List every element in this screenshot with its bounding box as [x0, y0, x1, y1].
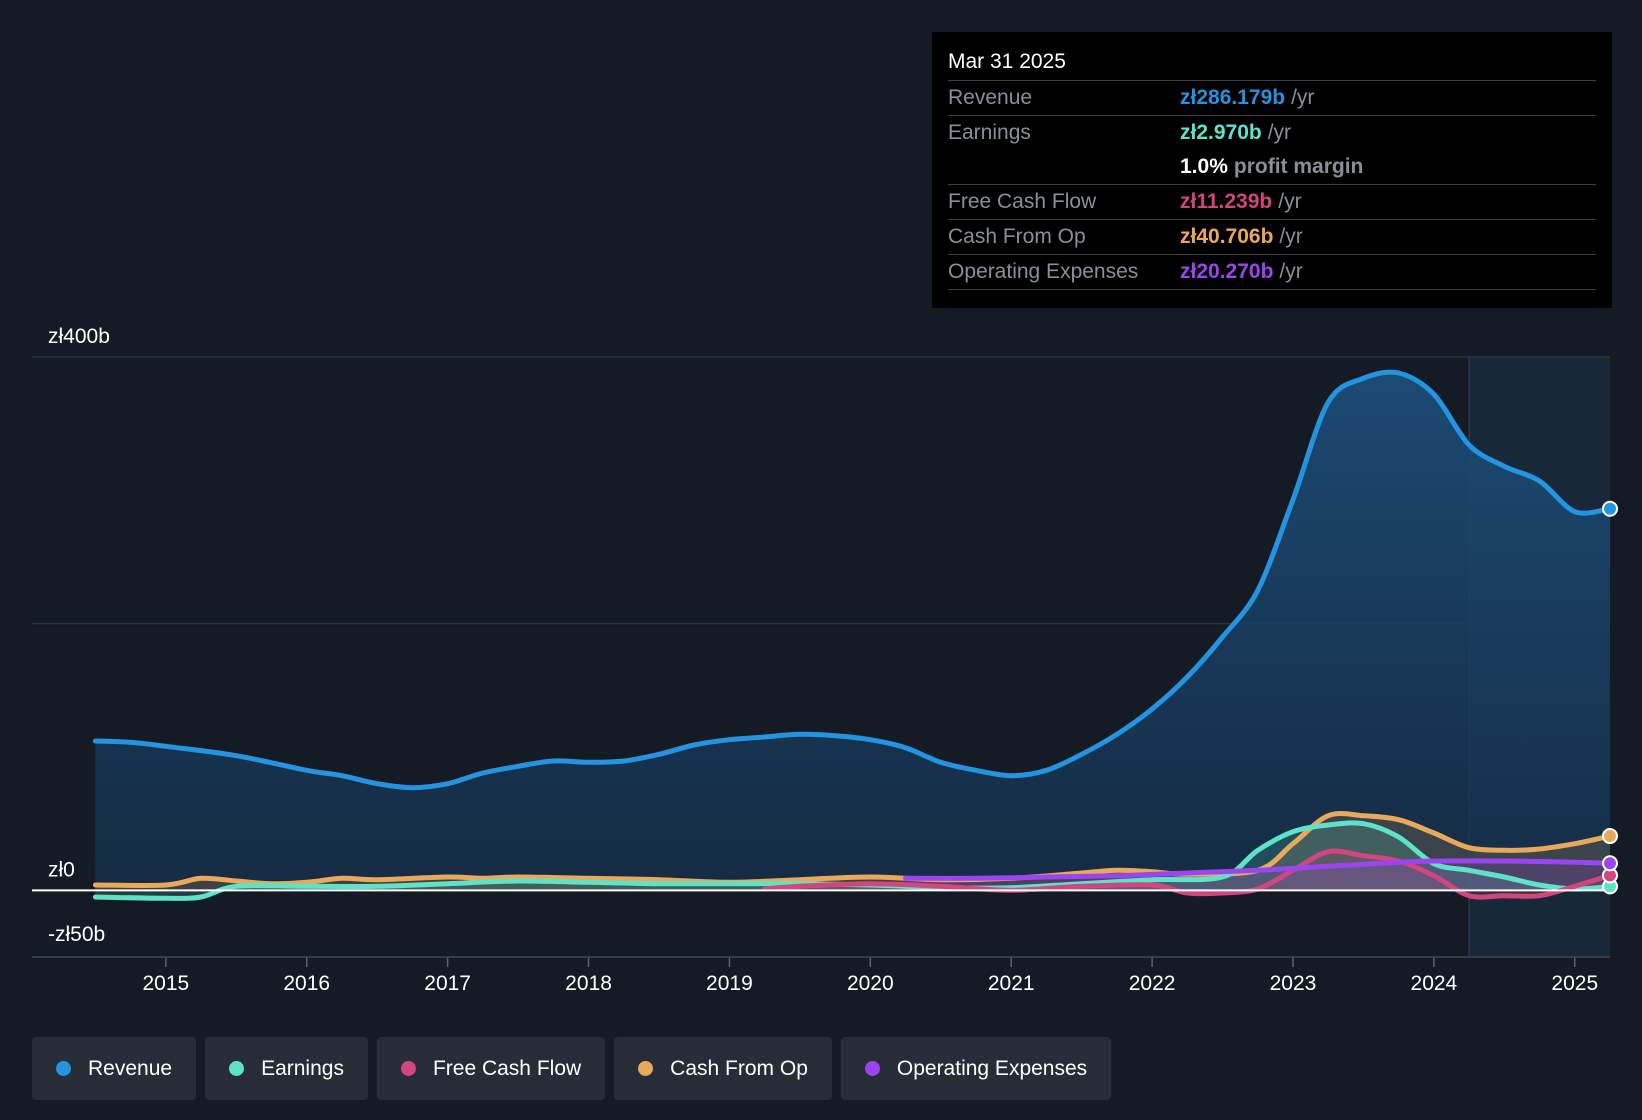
y-tick-label: zł0: [48, 858, 75, 881]
legend-dot-revenue: [56, 1061, 71, 1076]
tooltip-opex-unit: /yr: [1279, 260, 1303, 283]
legend-label-free-cash-flow: Free Cash Flow: [432, 1056, 582, 1080]
legend-label-cash-from-op: Cash From Op: [670, 1056, 808, 1080]
legend-item-cash-from-op[interactable]: Cash From Op: [614, 1037, 832, 1100]
tooltip-revenue-label: Revenue: [948, 86, 1033, 109]
tooltip-row-earnings: Earnings zł2.970b /yr: [948, 116, 1596, 150]
series-fill-revenue: [95, 372, 1610, 891]
tooltip-panel: Mar 31 2025 Revenue zł286.179b /yr Earni…: [932, 32, 1612, 308]
tooltip-opex-value: zł20.270b: [1180, 260, 1274, 283]
tooltip-cfo-unit: /yr: [1279, 225, 1303, 248]
series-end-dot-revenue: [1602, 500, 1618, 517]
tooltip-date: Mar 31 2025: [948, 46, 1596, 81]
tooltip-cfo-value: zł40.706b: [1180, 225, 1274, 248]
x-tick-labels: 2015 2016 2017 2018 2019 2020 2021 2022 2023 2024…: [32, 956, 1610, 995]
x-tick-label: 2025: [1551, 972, 1598, 995]
x-tick-label: 2017: [424, 972, 471, 995]
legend-item-revenue[interactable]: Revenue: [32, 1037, 197, 1100]
tooltip-fcf-label: Free Cash Flow: [948, 190, 1097, 213]
tooltip-fcf-value: zł11.239b: [1180, 190, 1273, 213]
series-end-dot-cash-from-op: [1602, 828, 1618, 845]
tooltip-cfo-label: Cash From Op: [948, 225, 1086, 248]
legend-item-free-cash-flow[interactable]: Free Cash Flow: [376, 1037, 606, 1100]
tooltip-row-margin: 1.0% profit margin: [948, 150, 1596, 185]
series-line-free-cash-flow: [762, 848, 1613, 900]
legend-label-revenue: Revenue: [88, 1056, 173, 1080]
x-tick-label: 2022: [1129, 972, 1176, 995]
tooltip-row-cfo: Cash From Op zł40.706b /yr: [948, 220, 1596, 255]
legend-item-operating-expenses[interactable]: Operating Expenses: [840, 1037, 1112, 1100]
x-tick-label: 2015: [142, 972, 189, 995]
x-tick-label: 2020: [847, 972, 894, 995]
y-tick-labels: zł400b zł0 -zł50b: [48, 325, 110, 946]
tooltip-fcf-unit: /yr: [1278, 190, 1302, 213]
tooltip-earnings-unit: /yr: [1267, 121, 1292, 144]
legend-item-earnings[interactable]: Earnings: [205, 1037, 368, 1100]
tooltip-revenue-value: zł286.179b: [1180, 86, 1286, 109]
tooltip-opex-label: Operating Expenses: [948, 260, 1139, 283]
x-tick-label: 2021: [988, 972, 1035, 995]
x-tick-label: 2016: [283, 972, 330, 995]
tooltip-row-fcf: Free Cash Flow zł11.239b /yr: [948, 185, 1596, 220]
tooltip-earnings-label: Earnings: [948, 121, 1031, 144]
series-line-operating-expenses: [903, 858, 1613, 881]
x-tick-label: 2018: [565, 972, 612, 995]
tooltip-margin-label: profit margin: [1233, 155, 1364, 178]
chart-legend: Revenue Earnings Free Cash Flow Cash Fro…: [32, 1037, 1112, 1100]
legend-label-operating-expenses: Operating Expenses: [896, 1056, 1088, 1080]
tooltip-row-revenue: Revenue zł286.179b /yr: [948, 81, 1596, 116]
tooltip-earnings-value: zł2.970b: [1180, 121, 1262, 144]
series-end-markers: [1602, 500, 1618, 895]
legend-label-earnings: Earnings: [261, 1056, 344, 1080]
series-line-revenue: [92, 369, 1613, 791]
y-tick-label: zł400b: [48, 325, 110, 348]
series-fill-earnings: [95, 822, 1610, 899]
x-tick-label: 2024: [1411, 972, 1458, 995]
series-lines: [92, 369, 1613, 901]
x-tick-label: 2019: [706, 972, 753, 995]
series-end-dot-operating-expenses: [1602, 855, 1618, 872]
legend-dot-cash-from-op: [638, 1061, 654, 1076]
tooltip-revenue-unit: /yr: [1291, 86, 1315, 109]
tooltip-margin-value: 1.0%: [1180, 155, 1228, 178]
x-tick-label: 2023: [1270, 972, 1317, 995]
y-tick-label: -zł50b: [48, 923, 105, 946]
tooltip-row-opex: Operating Expenses zł20.270b /yr: [948, 255, 1596, 290]
legend-dot-free-cash-flow: [400, 1061, 416, 1076]
legend-dot-earnings: [229, 1061, 245, 1076]
legend-dot-operating-expenses: [864, 1061, 880, 1076]
